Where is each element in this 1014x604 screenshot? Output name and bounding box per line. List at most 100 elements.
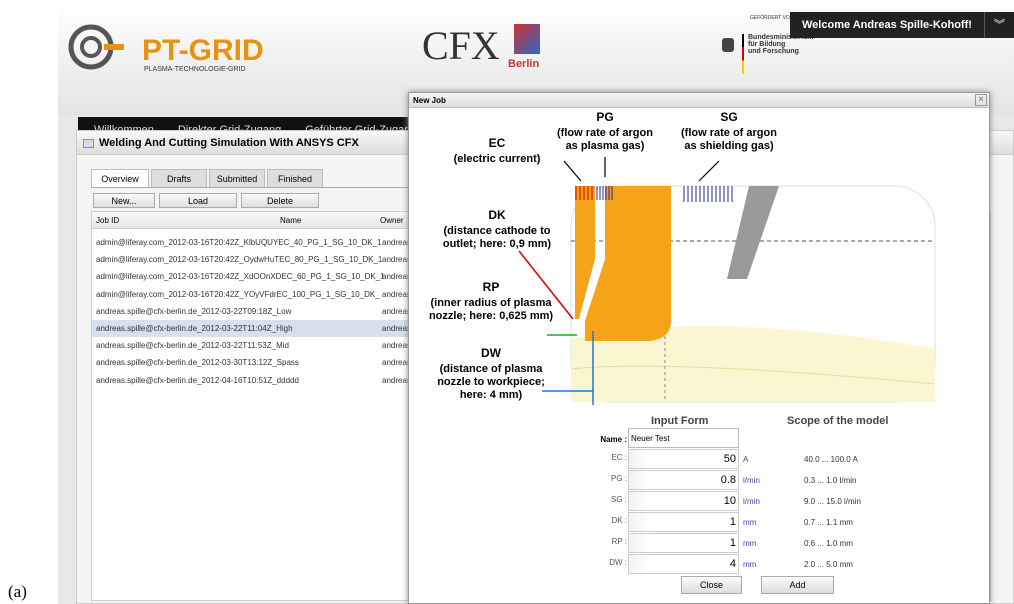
dw-label: DW: [481, 346, 502, 360]
funder: Bundesministerium für Bildung und Forsch…: [748, 34, 813, 55]
table-row[interactable]: admin@liferay.com_2012-03-16T20:42Z_KlbU…: [92, 234, 432, 251]
shield: [727, 186, 779, 279]
dk-desc: outlet; here: 0,9 mm): [443, 238, 552, 250]
cell-name: Low: [276, 306, 292, 316]
field-scope: 0.7 ... 1.1 mm: [804, 518, 853, 527]
field-label: RP :: [611, 537, 627, 546]
dk-label: DK: [488, 208, 506, 222]
rp-label: RP: [483, 280, 500, 294]
sg-label: SG: [720, 110, 737, 124]
form-row: EC :50 A 40.0 ... 100.0 A: [409, 449, 989, 469]
field-label: SG :: [610, 495, 627, 504]
modal-close[interactable]: ×: [975, 94, 987, 106]
cfx-logo: CFX: [422, 23, 500, 68]
cell-name: EC_40_PG_1_SG_10_DK_1: [278, 238, 382, 247]
contour: [570, 365, 936, 385]
cfx-sub: Berlin: [508, 58, 540, 70]
plasma-zone: [571, 326, 935, 402]
welcome-bar[interactable]: Welcome Andreas Spille-Kohoff! ︾: [790, 12, 1014, 38]
menu-arrow[interactable]: ︾: [984, 12, 1014, 38]
field-unit: mm: [743, 560, 757, 569]
table-row[interactable]: andreas.spille@cfx-berlin.de_2012-04-16T…: [92, 372, 432, 389]
table-row[interactable]: andreas.spille@cfx-berlin.de_2012-03-30T…: [92, 354, 432, 371]
nozzle: [585, 186, 671, 341]
cell-job-id: andreas.spille@cfx-berlin.de_2012-03-22T…: [96, 324, 277, 333]
cell-owner: andreas.: [382, 306, 414, 316]
cell-job-id: andreas.spille@cfx-berlin.de_2012-03-30T…: [96, 358, 277, 368]
table-row[interactable]: andreas.spille@cfx-berlin.de_2012-03-22T…: [92, 337, 432, 354]
field-unit: mm: [743, 518, 757, 527]
tab[interactable]: Overview: [91, 169, 149, 187]
field-input[interactable]: 1: [628, 512, 739, 532]
cell-owner: andreas.: [382, 289, 414, 299]
panel-title: Welding And Cutting Simulation With ANSY…: [99, 137, 359, 149]
pointers: [563, 157, 720, 182]
field-unit: l/min: [743, 497, 760, 506]
field-scope: 9.0 ... 15.0 l/min: [804, 497, 861, 506]
cell-owner: andreas.: [382, 324, 414, 333]
diagram: PG (flow rate of argon as plasma gas) SG…: [429, 110, 936, 405]
tabs: Overview Drafts Submitted Finished: [91, 169, 421, 187]
form-row: DW :4 mm 2.0 ... 5.0 mm: [409, 554, 989, 574]
modal-titlebar: New Job: [409, 93, 989, 108]
button[interactable]: Load: [159, 193, 237, 208]
cell-owner: andreas.: [382, 272, 414, 282]
button[interactable]: New...: [93, 193, 155, 208]
cell-job-id: andreas.spille@cfx-berlin.de_2012-03-22T…: [96, 341, 277, 351]
cell-job-id: admin@liferay.com_2012-03-16T20:42Z_YOyV…: [96, 289, 277, 299]
button[interactable]: Add: [761, 576, 834, 594]
tab[interactable]: Submitted: [209, 169, 265, 187]
cell-owner: andreas.: [382, 255, 414, 265]
tab[interactable]: Finished: [267, 169, 323, 187]
logo-title: PT-GRID: [142, 34, 264, 67]
table-row[interactable]: admin@liferay.com_2012-03-16T20:42Z_XdOO…: [92, 268, 432, 285]
field-unit: mm: [743, 539, 757, 548]
table-row[interactable]: andreas.spille@cfx-berlin.de_2012-03-22T…: [92, 320, 432, 337]
dw-desc: nozzle to workpiece;: [437, 376, 545, 388]
column-header: Name: [280, 216, 302, 225]
button[interactable]: Close: [681, 576, 742, 594]
pg-desc: (flow rate of argon: [557, 127, 653, 139]
name-input[interactable]: Neuer Test: [628, 428, 739, 448]
form-rows: EC :50 A 40.0 ... 100.0 A PG :0.8 l/min 0.3 .…: [409, 449, 989, 574]
cell-owner: andreas.: [382, 341, 414, 351]
cell-name: High: [276, 324, 293, 333]
button[interactable]: Delete: [241, 193, 319, 208]
table-row[interactable]: admin@liferay.com_2012-03-16T20:42Z_Oydw…: [92, 251, 432, 268]
field-label: EC :: [611, 453, 627, 462]
field-input[interactable]: 10: [628, 491, 739, 511]
cell-name: EC_80_PG_1_SG_10_DK_1: [279, 255, 383, 265]
rp-desc: nozzle; here: 0,625 mm): [429, 310, 553, 322]
field-unit: A: [743, 455, 749, 464]
tab[interactable]: Drafts: [151, 169, 207, 187]
tab-line: [91, 187, 421, 188]
cell-name: EC_60_PG_1_SG_10_DK_1: [281, 272, 385, 282]
table-row[interactable]: andreas.spille@cfx-berlin.de_2012-03-22T…: [92, 303, 432, 320]
sg-desc: as shielding gas): [684, 140, 774, 152]
name-label: Name :: [600, 435, 627, 444]
form-row: RP :1 mm 0.6 ... 1.0 mm: [409, 533, 989, 553]
app-frame: PT-GRID PLASMA-TECHNOLOGIE-GRID CFX Berl…: [58, 0, 1014, 604]
rp-desc: (inner radius of plasma: [430, 297, 552, 309]
welcome-text: Welcome Andreas Spille-Kohoff!: [802, 19, 972, 31]
dk-arrow: [518, 250, 574, 320]
form-heading: Input Form: [651, 415, 709, 427]
cell-job-id: admin@liferay.com_2012-03-16T20:42Z_KlbU…: [96, 238, 279, 247]
cell-name: Spass: [276, 358, 299, 368]
field-unit: l/min: [743, 476, 760, 485]
field-input[interactable]: 4: [628, 554, 739, 574]
cell-job-id: admin@liferay.com_2012-03-16T20:42Z_Oydw…: [96, 255, 280, 265]
field-scope: 0.6 ... 1.0 mm: [804, 539, 853, 548]
ec-arrows: [575, 186, 593, 200]
dk-desc: (distance cathode to: [444, 225, 551, 237]
modal: New Job × PG (flow rate of argon as plas…: [408, 92, 990, 604]
modal-title: New Job: [413, 96, 446, 105]
field-input[interactable]: 1: [628, 533, 739, 553]
field-input[interactable]: 50: [628, 449, 739, 469]
table-row[interactable]: admin@liferay.com_2012-03-16T20:42Z_YOyV…: [92, 286, 432, 303]
field-input[interactable]: 0.8: [628, 470, 739, 490]
sg-desc: (flow rate of argon: [681, 127, 777, 139]
column-header: Owner: [380, 216, 404, 225]
cell-job-id: andreas.spille@cfx-berlin.de_2012-04-16T…: [96, 375, 277, 385]
